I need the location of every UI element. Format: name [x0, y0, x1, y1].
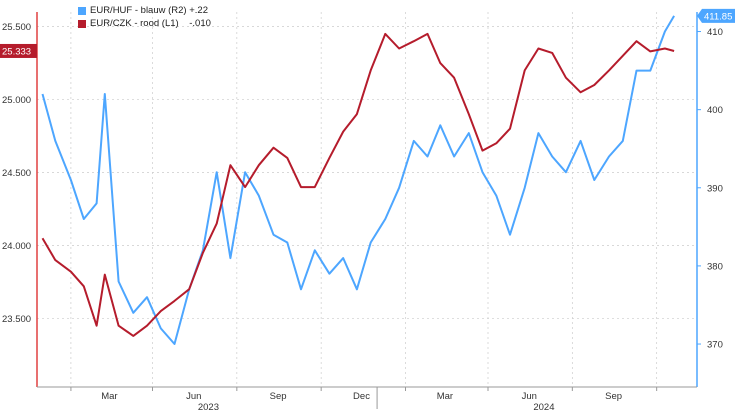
legend-swatch-eurhuf: [78, 6, 86, 15]
x-tick-label: Jun: [186, 391, 201, 402]
legend-label-eurczk: EUR/CZK - rood (L1): [90, 18, 179, 29]
legend: EUR/HUF - blauw (R2) +.22 EUR/CZK - rood…: [78, 4, 211, 30]
left-tick-label: 24.500: [2, 168, 31, 179]
x-tick-label: Sep: [605, 391, 622, 402]
left-tick-label: 25.500: [2, 22, 31, 33]
legend-change-eurczk: -.010: [189, 18, 211, 29]
eurhuf-line: [41, 15, 675, 345]
x-year-label: 2023: [198, 402, 219, 410]
legend-entry-eurhuf: EUR/HUF - blauw (R2) +.22: [78, 4, 211, 17]
eurczk-tag-shape: [0, 43, 37, 58]
x-year-label: 2024: [533, 402, 554, 410]
legend-swatch-eurczk: [78, 19, 86, 28]
x-tick-label: Mar: [437, 391, 453, 402]
eurczk-last-value-tag: 25.333: [0, 43, 37, 58]
eurhuf-tag-shape: [697, 8, 735, 23]
right-tick-label: 370: [707, 340, 723, 351]
x-tick-label: Jun: [522, 391, 537, 402]
series-lines: [41, 15, 675, 345]
x-tick-label: Sep: [270, 391, 287, 402]
left-tick-label: 25.000: [2, 95, 31, 106]
eurhuf-last-value-tag: 411.85: [697, 8, 735, 23]
legend-change-eurhuf: +.22: [189, 5, 209, 16]
right-tick-label: 380: [707, 261, 723, 272]
left-axis-ticks: 25.500 25.000 24.500 24.000 23.500: [2, 22, 31, 325]
grid: [37, 12, 697, 387]
x-tick-label: Dec: [353, 391, 370, 402]
eurhuf-tag-text: 411.85: [704, 11, 732, 22]
legend-label-eurhuf: EUR/HUF - blauw (R2): [90, 5, 187, 16]
right-tick-label: 390: [707, 183, 723, 194]
eurczk-line: [41, 32, 675, 337]
right-axis-ticks: 410 400 390 380 370: [697, 27, 723, 351]
legend-entry-eurczk: EUR/CZK - rood (L1) -.010: [78, 17, 211, 30]
right-tick-label: 400: [707, 105, 723, 116]
eurczk-tag-text: 25.333: [2, 46, 31, 57]
left-tick-label: 24.000: [2, 241, 31, 252]
left-tick-label: 23.500: [2, 314, 31, 325]
plot-frame: [36, 12, 698, 388]
x-axis-ticks: Mar Jun Sep Dec Mar Jun Sep 2023 2024: [70, 387, 658, 410]
right-tick-label: 410: [707, 27, 723, 38]
x-tick-label: Mar: [101, 391, 117, 402]
last-value-tags: 411.85 25.333: [0, 8, 735, 58]
